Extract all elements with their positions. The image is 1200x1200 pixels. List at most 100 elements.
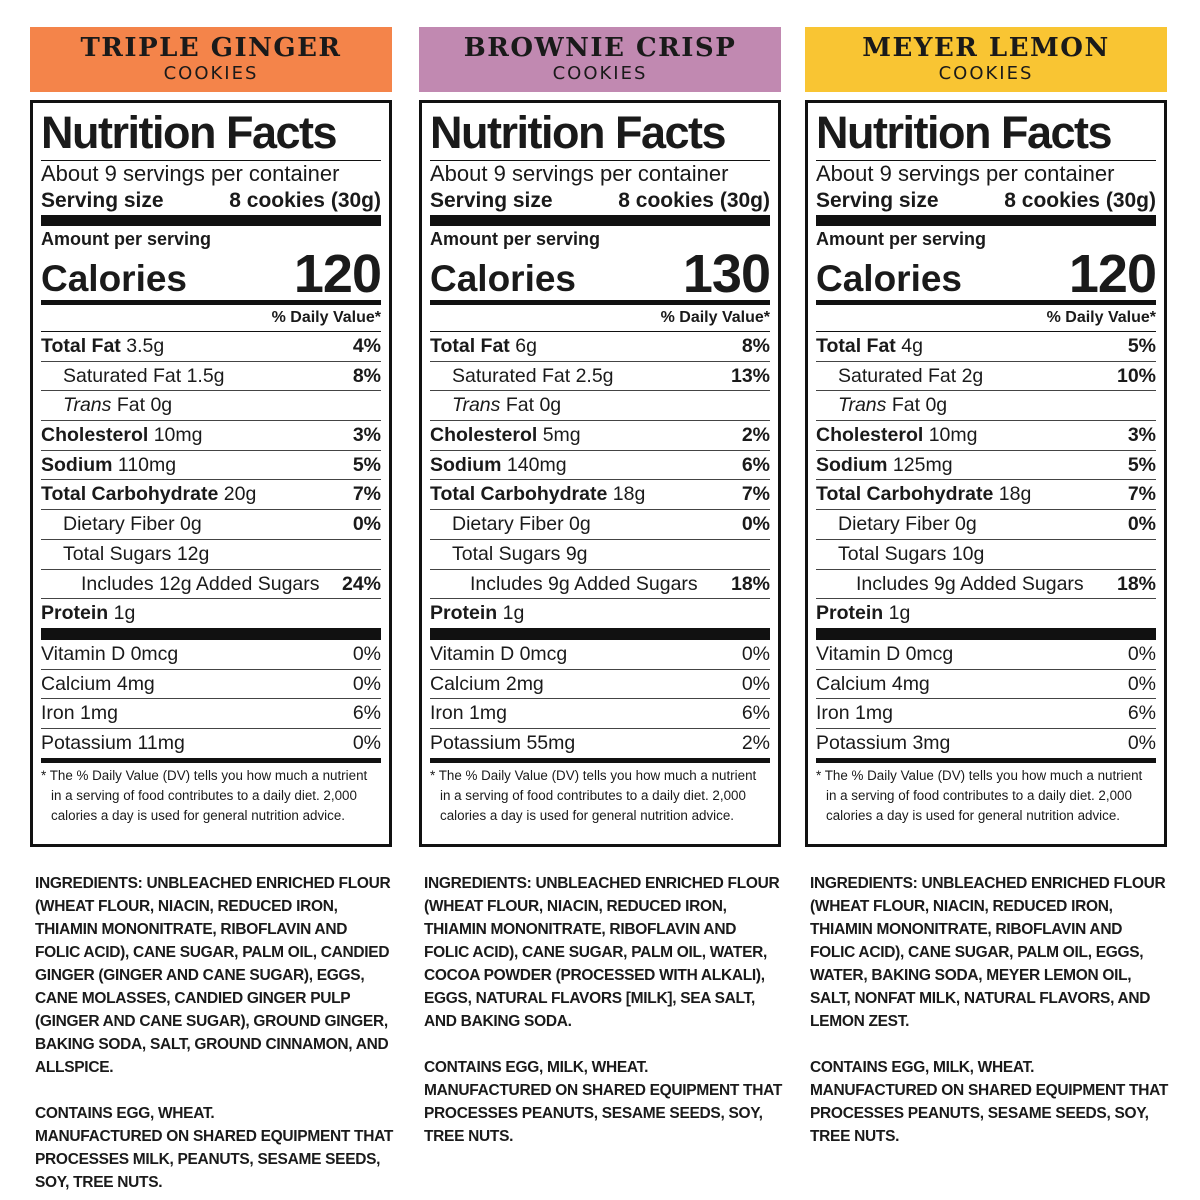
nutrient-dv: 18%	[730, 572, 770, 595]
nutrient-name: Total Carbohydrate	[430, 483, 608, 506]
vitamin-row: Potassium 11mg 0%	[41, 727, 381, 758]
nutrient-name: Protein	[816, 602, 884, 625]
servings: About 9 servings per container	[41, 161, 340, 186]
nutrient: Includes 9g Added Sugars	[816, 570, 1084, 599]
nutrient-row: Dietary Fiber 0g 0%	[41, 509, 381, 539]
medium-rule	[816, 757, 1156, 763]
nutrient-row: Total Carbohydrate 20g 7%	[41, 479, 381, 509]
nutrient: Total Carbohydrate 20g	[41, 480, 256, 509]
nutrient: Total Carbohydrate 18g	[816, 480, 1031, 509]
nutrient: Cholesterol 5mg	[430, 421, 581, 450]
nutrient-row: Saturated Fat 2.5g 13%	[430, 360, 770, 391]
vitamin-dv: 6%	[1127, 702, 1156, 725]
nutrient: Sodium 140mg	[430, 451, 567, 480]
nutrient-amount: 2.5g	[575, 364, 614, 387]
nutrient-prefix: Trans	[63, 394, 112, 417]
nutrient: Dietary Fiber 0g	[430, 510, 591, 539]
nutrition-label: Nutrition Facts About 9 servings per cont…	[30, 100, 392, 847]
vitamin-name: Calcium 4mg	[41, 672, 155, 695]
nutrient-dv: 0%	[1127, 513, 1156, 536]
nutrient-row: Sodium 140mg 6%	[430, 449, 770, 480]
nutrient-row: Trans Fat 0g	[41, 390, 381, 420]
nutrient-text: Includes 9g Added Sugars	[470, 572, 698, 595]
nutrient-row: Dietary Fiber 0g 0%	[816, 509, 1156, 539]
vitamin-dv: 0%	[1127, 642, 1156, 665]
nutrient-name: Sodium	[816, 453, 888, 476]
vitamin-row: Iron 1mg 6%	[430, 698, 770, 728]
serving-size: 8 cookies (30g)	[229, 189, 381, 212]
ingredients: INGREDIENTS: UNBLEACHED ENRICHED FLOUR (…	[810, 875, 1166, 1030]
nutrient-prefix: Trans	[452, 394, 501, 417]
calories-value: 130	[682, 244, 771, 304]
nutrient-dv: 3%	[1127, 424, 1156, 447]
serving-size-row: Serving size 8 cookies (30g)	[430, 187, 770, 215]
shared-equipment: MANUFACTURED ON SHARED EQUIPMENT THAT PR…	[810, 1082, 1169, 1145]
vitamin-dv: 0%	[741, 672, 770, 695]
nutrient-amount: 0g	[150, 394, 173, 417]
nutrient: Total Sugars 9g	[430, 540, 588, 569]
nutrient-name: Cholesterol	[430, 424, 538, 447]
vitamin-row: Vitamin D 0mcg 0%	[430, 638, 770, 669]
nutrient-text: Includes 9g Added Sugars	[856, 572, 1084, 595]
nutrient-amount: 18g	[998, 483, 1032, 506]
nutrient-row: Dietary Fiber 0g 0%	[430, 509, 770, 539]
label-title: Nutrition Facts	[41, 106, 381, 161]
serving-size-label: Serving size	[41, 189, 164, 212]
vitamin-row: Potassium 55mg 2%	[430, 727, 770, 758]
nutrient-name: Cholesterol	[41, 424, 149, 447]
nutrient-amount: 0g	[569, 513, 591, 536]
nutrient-row: Total Fat 3.5g 4%	[41, 331, 381, 361]
nutrient-amount: 20g	[223, 483, 257, 506]
ingredients-block: INGREDIENTS: UNBLEACHED ENRICHED FLOUR (…	[30, 872, 395, 1194]
footnote: * The % Daily Value (DV) tells you how m…	[430, 767, 757, 823]
vitamin-dv: 0%	[352, 731, 381, 754]
nutrient-dv: 4%	[352, 335, 381, 357]
footnote: * The % Daily Value (DV) tells you how m…	[41, 767, 368, 823]
nutrient-amount: 140mg	[506, 453, 567, 476]
nutrient-row: Cholesterol 10mg 3%	[816, 420, 1156, 450]
serving-size-label: Serving size	[816, 189, 939, 212]
nutrient: Dietary Fiber 0g	[816, 510, 977, 539]
nutrient-dv: 18%	[1116, 572, 1156, 595]
vitamin-dv: 0%	[352, 642, 381, 665]
dv-header: % Daily Value*	[660, 309, 770, 326]
nutrient-amount: 12g	[176, 542, 210, 565]
nutrient-name: Saturated Fat	[452, 364, 571, 387]
servings: About 9 servings per container	[430, 161, 729, 186]
nutrient: Total Sugars 10g	[816, 540, 984, 569]
label-title: Nutrition Facts	[430, 106, 770, 161]
medium-rule	[816, 300, 1156, 305]
nutrition-label: Nutrition Facts About 9 servings per cont…	[805, 100, 1167, 847]
allergens: CONTAINS EGG, MILK, WHEAT.	[424, 1059, 649, 1076]
nutrient-row: Protein 1g	[41, 598, 381, 628]
servings: About 9 servings per container	[816, 161, 1115, 186]
nutrient-dv: 5%	[1127, 453, 1156, 476]
thick-rule	[430, 215, 770, 226]
nutrient-row: Trans Fat 0g	[816, 390, 1156, 420]
nutrient-row: Includes 9g Added Sugars 18%	[816, 568, 1156, 599]
product-column: MEYER LEMON COOKIES Nutrition Facts About 9…	[805, 27, 1169, 1148]
nutrient: Total Fat 6g	[430, 332, 537, 361]
vitamin-dv: 0%	[741, 642, 770, 665]
nutrient-name: Cholesterol	[816, 424, 924, 447]
product-name: MEYER LEMON	[862, 33, 1110, 63]
thick-rule	[41, 627, 381, 639]
nutrient-dv: 7%	[352, 483, 381, 506]
thick-rule	[41, 215, 381, 226]
vitamin-dv: 0%	[1127, 731, 1156, 754]
calories-label: Calories	[816, 258, 963, 299]
nutrient-name: Dietary Fiber	[63, 513, 175, 536]
nutrient-row: Protein 1g	[430, 598, 770, 628]
nutrient-row: Cholesterol 10mg 3%	[41, 420, 381, 450]
nutrient: Sodium 125mg	[816, 451, 953, 480]
calories-label: Calories	[41, 258, 188, 299]
vitamin-name: Iron 1mg	[41, 702, 118, 725]
nutrient-amount: 9g	[565, 542, 588, 565]
dv-header: % Daily Value*	[271, 309, 381, 326]
nutrient-amount: 1g	[502, 602, 525, 625]
nutrient: Includes 12g Added Sugars	[41, 570, 320, 599]
nutrient: Saturated Fat 2.5g	[430, 362, 614, 391]
vitamin-name: Iron 1mg	[430, 702, 507, 725]
nutrient-dv: 10%	[1116, 364, 1156, 387]
nutrient: Trans Fat 0g	[41, 391, 172, 420]
